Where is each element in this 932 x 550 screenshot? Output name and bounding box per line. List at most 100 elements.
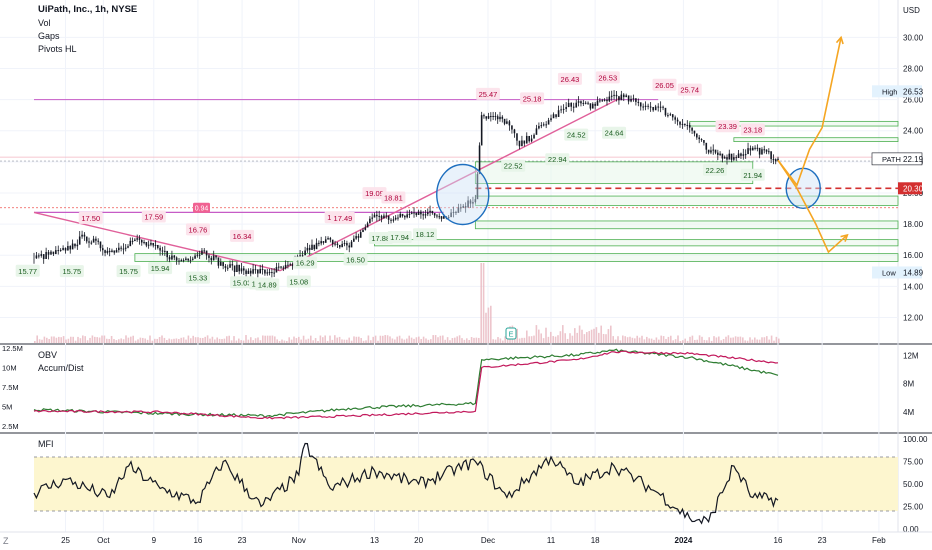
volume-bar bbox=[434, 335, 437, 343]
candle-body bbox=[719, 153, 721, 155]
candle-body bbox=[291, 264, 294, 267]
candle-body bbox=[540, 125, 543, 127]
candle-body bbox=[438, 216, 441, 218]
candle-body bbox=[485, 116, 488, 119]
volume-bar bbox=[250, 337, 252, 343]
candle-body bbox=[104, 250, 106, 253]
volume-bar bbox=[401, 338, 403, 343]
candle-body bbox=[469, 200, 472, 204]
high-badge-label: High bbox=[882, 87, 897, 96]
legend-volume[interactable]: Vol bbox=[38, 18, 51, 28]
volume-bar bbox=[190, 338, 192, 343]
candle-body bbox=[452, 211, 455, 213]
volume-bar bbox=[703, 339, 706, 343]
volume-bar bbox=[518, 338, 521, 343]
volume-bar bbox=[775, 336, 778, 343]
legend-mfi[interactable]: MFI bbox=[38, 439, 54, 449]
chart-title[interactable]: UiPath, Inc., 1h, NYSE bbox=[38, 4, 138, 15]
timezone-icon[interactable]: Z bbox=[3, 536, 9, 546]
candle-body bbox=[282, 267, 285, 269]
volume-bar bbox=[120, 338, 122, 343]
volume-bar bbox=[343, 339, 346, 343]
candle-body bbox=[242, 268, 245, 271]
volume-bar bbox=[458, 335, 461, 343]
candle-body bbox=[480, 115, 483, 146]
candle-body bbox=[226, 267, 229, 269]
volume-bar bbox=[706, 340, 708, 343]
volume-bar bbox=[79, 338, 82, 343]
legend-gaps[interactable]: Gaps bbox=[38, 31, 60, 41]
retest-circle bbox=[785, 167, 821, 209]
candle-body bbox=[608, 96, 611, 102]
candle-body bbox=[366, 223, 369, 228]
volume-bar bbox=[492, 339, 494, 343]
volume-bar bbox=[158, 337, 161, 343]
volume-bar bbox=[60, 337, 62, 343]
candle-body bbox=[538, 125, 540, 129]
candle-body bbox=[717, 152, 719, 155]
candle-body bbox=[703, 140, 705, 143]
volume-bar bbox=[233, 336, 235, 343]
pivot-label: 22.26 bbox=[706, 166, 725, 175]
volume-bar bbox=[614, 339, 617, 343]
candle-body bbox=[74, 243, 76, 247]
time-tick-label: Nov bbox=[292, 536, 306, 545]
mfi-tick: 0.00 bbox=[903, 525, 919, 534]
candle-body bbox=[494, 115, 497, 117]
volume-bar bbox=[746, 340, 749, 343]
last-price-badge-label: PATH bbox=[882, 155, 901, 164]
volume-bar bbox=[65, 339, 67, 343]
legend-obv[interactable]: OBV bbox=[38, 350, 58, 360]
candle-body bbox=[686, 124, 689, 126]
volume-bar bbox=[622, 335, 624, 343]
volume-bar bbox=[715, 337, 718, 343]
pivot-label: 17.59 bbox=[144, 212, 163, 221]
candle-body bbox=[78, 236, 81, 245]
candle-body bbox=[577, 101, 580, 103]
candle-body bbox=[329, 238, 332, 240]
legend-accum-dist[interactable]: Accum/Dist bbox=[38, 363, 84, 373]
volume-bar bbox=[581, 329, 583, 343]
volume-bar bbox=[629, 336, 631, 343]
candle-body bbox=[318, 242, 320, 244]
volume-bar bbox=[696, 339, 698, 343]
volume-bar bbox=[413, 338, 415, 343]
volume-bar bbox=[144, 338, 146, 343]
candle-body bbox=[175, 257, 178, 261]
pivot-label: 25.74 bbox=[680, 86, 699, 95]
time-tick-label: 11 bbox=[547, 536, 556, 545]
candle-body bbox=[647, 105, 649, 107]
volume-bar bbox=[288, 337, 290, 343]
volume-bar bbox=[672, 340, 674, 343]
volume-bar bbox=[300, 339, 302, 343]
volume-bar bbox=[432, 335, 434, 343]
volume-bar bbox=[446, 337, 449, 343]
legend-pivots[interactable]: Pivots HL bbox=[38, 44, 77, 54]
candle-body bbox=[108, 250, 111, 253]
volume-bar bbox=[89, 337, 91, 343]
pivot-label-box bbox=[501, 159, 526, 172]
volume-bar bbox=[497, 337, 499, 343]
volume-bar bbox=[761, 337, 763, 343]
candle-body bbox=[229, 264, 231, 268]
volume-bar bbox=[564, 333, 566, 343]
candle-body bbox=[136, 238, 138, 240]
candle-body bbox=[404, 216, 406, 218]
volume-bar bbox=[634, 338, 636, 343]
support-zone bbox=[474, 220, 899, 230]
volume-bar bbox=[365, 340, 367, 343]
volume-bar bbox=[686, 340, 689, 343]
candle-body bbox=[761, 149, 763, 155]
volume-bar bbox=[281, 339, 283, 343]
volume-bar bbox=[199, 337, 202, 343]
currency-label[interactable]: USD bbox=[903, 6, 920, 15]
candle-body bbox=[560, 109, 562, 111]
volume-bar bbox=[638, 337, 641, 343]
candle-body bbox=[152, 242, 155, 246]
candle-body bbox=[289, 264, 292, 266]
pivot-label: 16.76 bbox=[189, 225, 208, 234]
obv-pane[interactable] bbox=[0, 344, 932, 433]
pivot-labels: 15.77 17.50 15.75 15.75 17.59 15.94 16.76 15.33… bbox=[15, 71, 765, 291]
volume-bar bbox=[334, 335, 336, 343]
candle-body bbox=[424, 214, 427, 216]
